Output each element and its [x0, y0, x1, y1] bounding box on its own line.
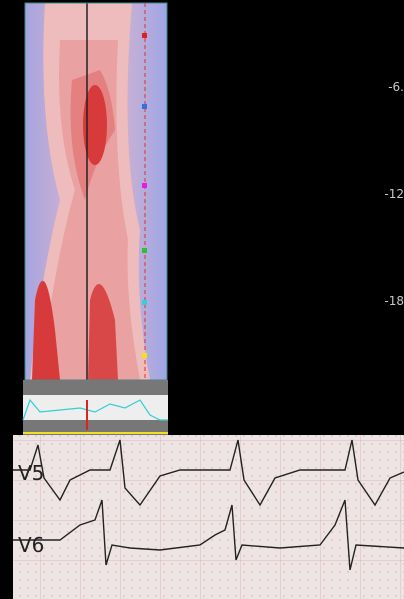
- lead-label: V6: [18, 533, 44, 557]
- strain-map: [25, 3, 167, 380]
- scale-label: -12: [384, 187, 404, 201]
- ecg-panel: V5 V6: [13, 435, 404, 599]
- lead-label: V5: [18, 461, 44, 485]
- scale-label: -18: [384, 294, 404, 308]
- m-mode-strip: [22, 380, 168, 435]
- scale-label: -6.: [388, 80, 404, 94]
